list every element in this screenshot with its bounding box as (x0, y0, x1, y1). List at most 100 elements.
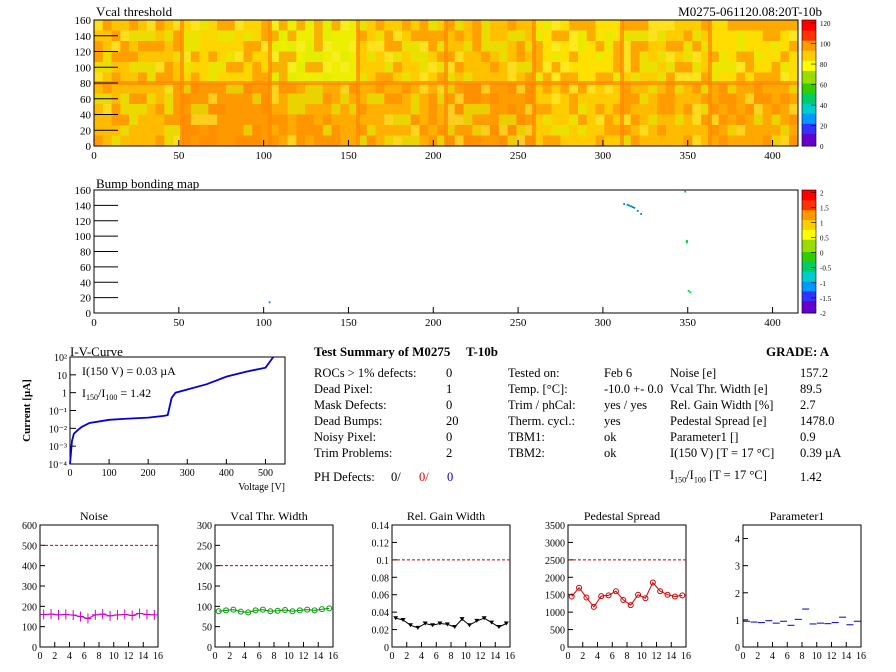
pixel-cluster (366, 83, 376, 94)
pixel-cluster (727, 41, 737, 52)
pixel-cluster (146, 72, 156, 83)
pixel-cluster (164, 30, 174, 41)
pixel-cluster (366, 125, 376, 136)
pixel-cluster (393, 93, 402, 104)
summary-x-tick-label: 10 (461, 651, 471, 662)
pixel-cluster (138, 104, 147, 115)
bump-x-tick-label: 400 (764, 317, 781, 329)
pixel-cluster (296, 51, 306, 62)
pixel-cluster (727, 72, 737, 83)
pixel-cluster (542, 83, 552, 94)
pixel-cluster (226, 62, 235, 73)
pixel-cluster (120, 30, 130, 41)
pixel-cluster (683, 83, 693, 94)
bump-palette-cell (802, 217, 816, 221)
pixel-cluster (745, 104, 754, 115)
pixel-cluster (199, 104, 209, 115)
bump-palette-cell (802, 273, 816, 277)
pixel-cluster (754, 93, 763, 104)
pixel-cluster (613, 41, 622, 52)
pixel-cluster (472, 72, 482, 83)
summary-x-tick-label: 14 (666, 651, 676, 662)
pixel-cluster (146, 51, 156, 62)
pixel-cluster (727, 93, 737, 104)
pixel-cluster (481, 62, 490, 73)
pixel-cluster (630, 30, 640, 41)
pixel-cluster (375, 125, 385, 136)
data-point (452, 624, 458, 629)
pixel-cluster (349, 93, 358, 104)
vcal-y-tick-label: 160 (75, 15, 92, 27)
bump-palette-label: -2 (820, 310, 826, 318)
iv-x-tick-label: 500 (258, 468, 273, 479)
bump-y-tick-label: 20 (80, 293, 92, 305)
pixel-cluster (516, 104, 526, 115)
pixel-cluster (701, 20, 710, 31)
pixel-cluster (534, 30, 543, 41)
pixel-cluster (252, 62, 262, 73)
pixel-cluster (771, 20, 781, 31)
vcal-map-title: Vcal threshold (96, 4, 173, 19)
pixel-cluster (525, 30, 534, 41)
pixel-cluster (718, 104, 728, 115)
pixel-cluster (287, 135, 297, 146)
pixel-cluster (586, 41, 596, 52)
vcal-palette-cell (802, 113, 816, 117)
summary-y-tick-label: 200 (197, 562, 212, 573)
pixel-cluster (578, 125, 587, 136)
summary-y-tick-label: 300 (22, 582, 37, 593)
vcal-palette-cell (802, 83, 816, 87)
pixel-cluster (402, 104, 411, 115)
pixel-cluster (366, 114, 376, 125)
pixel-cluster (718, 72, 728, 83)
pixel-cluster (419, 93, 429, 104)
pixel-cluster (622, 104, 631, 115)
data-point (400, 617, 406, 622)
pixel-cluster (525, 114, 534, 125)
pixel-cluster (578, 83, 587, 94)
pixel-cluster (454, 51, 464, 62)
bump-y-tick-label: 80 (80, 247, 92, 259)
pixel-cluster (173, 135, 182, 146)
pixel-cluster (516, 62, 526, 73)
data-point (304, 606, 311, 613)
pixel-cluster (718, 83, 728, 94)
pixel-cluster (94, 20, 103, 31)
pixel-cluster (490, 20, 499, 31)
vcal-palette-cell (802, 118, 816, 122)
pixel-cluster (270, 41, 279, 52)
summary-value: ok (604, 446, 617, 460)
bump-palette-cell (802, 256, 816, 260)
pixel-cluster (542, 51, 552, 62)
pixel-cluster (507, 62, 517, 73)
pixel-cluster (146, 135, 156, 146)
pixel-cluster (525, 72, 534, 83)
pixel-cluster (771, 30, 781, 41)
pixel-cluster (771, 135, 781, 146)
pixel-cluster (138, 93, 147, 104)
pixel-cluster (595, 30, 605, 41)
pixel-cluster (630, 20, 640, 31)
pixel-cluster (463, 135, 473, 146)
pixel-cluster (305, 41, 314, 52)
ph-defects-value-3: 0 (447, 470, 454, 484)
summary-label: Dead Pixel: (314, 382, 373, 396)
pixel-cluster (173, 83, 182, 94)
pixel-cluster (234, 51, 244, 62)
pixel-cluster (736, 30, 746, 41)
summary-x-tick-label: 12 (476, 651, 486, 662)
pixel-cluster (278, 30, 288, 41)
pixel-cluster (314, 125, 323, 136)
ratio-part: I (82, 386, 86, 400)
pixel-cluster (666, 51, 675, 62)
bump-palette-cell (802, 295, 816, 299)
pixel-cluster (736, 62, 746, 73)
vcal-palette-cell (802, 67, 816, 71)
pixel-cluster (525, 83, 534, 94)
data-point (252, 607, 259, 614)
bump-y-tick-label: 0 (86, 308, 92, 320)
pixel-cluster (358, 72, 367, 83)
summary-y-tick-label: 600 (22, 521, 37, 532)
vcal-palette-cell (802, 37, 816, 41)
vcal-palette-cell (802, 135, 816, 139)
